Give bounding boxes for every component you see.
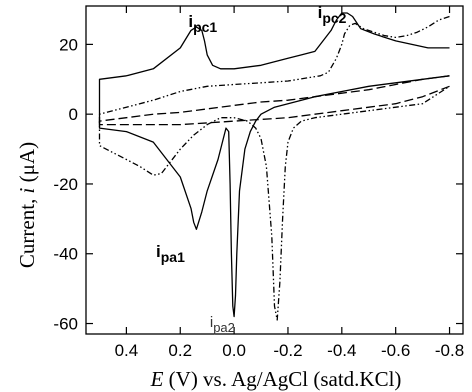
series-line-dashdotdot xyxy=(98,15,450,321)
peak-label-pc2: ipc2 xyxy=(318,3,347,26)
x-tick-label: -0.4 xyxy=(327,341,356,360)
y-axis-label: Current, i (μA) xyxy=(15,142,39,268)
axis-titles: Current, i (μA) E (V) vs. Ag/AgCl (satd.… xyxy=(15,142,401,391)
y-tick-label: -40 xyxy=(53,245,78,264)
series-line-solid xyxy=(98,12,450,318)
x-tick-label: 0.2 xyxy=(168,341,192,360)
series-layer xyxy=(98,12,450,321)
peak-label-pc1: ipc1 xyxy=(188,12,217,35)
peak-label-pa1: ipa1 xyxy=(156,242,185,265)
x-axis-label: E (V) vs. Ag/AgCl (satd.KCl) xyxy=(150,367,402,391)
peak-label-pa2: ipa2 xyxy=(210,314,235,335)
annotation-layer: ipc1 ipc2 ipa1 ipa2 xyxy=(156,3,347,335)
x-axis-label-symbol: E xyxy=(150,367,164,391)
x-tick-label: -0.6 xyxy=(381,341,410,360)
x-tick-label: 0.0 xyxy=(222,341,246,360)
ticks-layer: 0.4 0.2 0.0 -0.2 -0.4 -0.6 -0.8 20 0 -20 -40 -60 xyxy=(53,6,464,360)
x-tick-label: 0.4 xyxy=(115,341,139,360)
y-axis-label-main: Current, xyxy=(15,193,39,268)
y-axis-label-unit: (μA) xyxy=(15,142,39,188)
plot-frame xyxy=(85,5,464,335)
x-tick-label: -0.2 xyxy=(273,341,302,360)
y-tick-label: 0 xyxy=(69,105,78,124)
y-tick-label: 20 xyxy=(59,35,78,54)
y-tick-label: -60 xyxy=(53,315,78,334)
x-tick-label: -0.8 xyxy=(435,341,464,360)
y-tick-label: -20 xyxy=(53,175,78,194)
plot-area xyxy=(85,5,464,335)
x-axis-label-rest: (V) vs. Ag/AgCl (satd.KCl) xyxy=(163,367,401,391)
y-axis-label-symbol: i xyxy=(15,187,39,193)
